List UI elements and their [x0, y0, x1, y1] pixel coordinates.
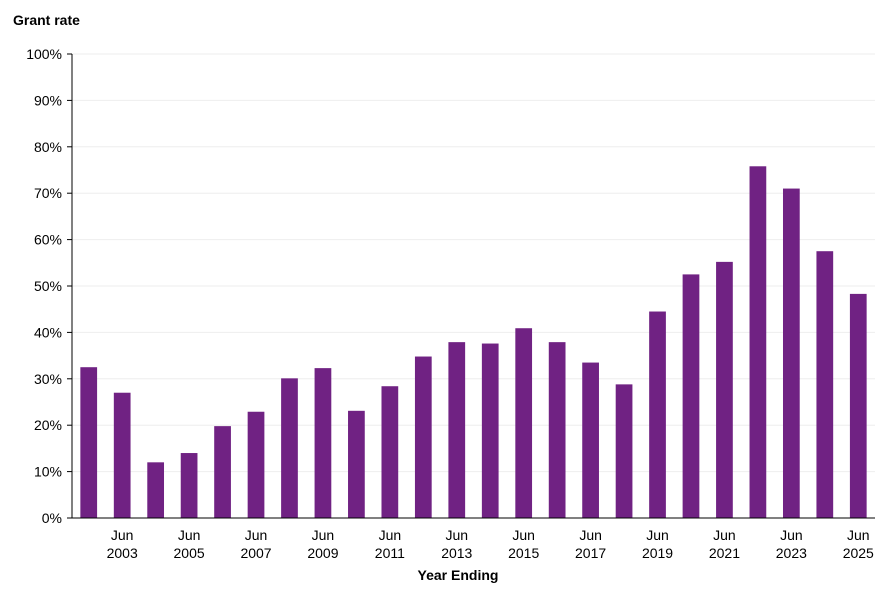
y-tick-label: 20%: [34, 417, 62, 433]
bar: [314, 368, 332, 518]
y-tick-label: 40%: [34, 324, 62, 340]
x-tick-label: 2005: [174, 545, 205, 561]
x-tick-label: 2003: [107, 545, 138, 561]
y-tick-labels: 0% 10% 20% 30% 40% 50% 60% 70% 80% 90% 100%: [26, 46, 62, 526]
x-tick-label: 2023: [776, 545, 807, 561]
y-tick-label: 60%: [34, 232, 62, 248]
bar: [481, 343, 499, 518]
x-axis-title: Year Ending: [418, 567, 499, 583]
x-tick-label: 2007: [240, 545, 271, 561]
x-tick-label: Jun: [646, 527, 669, 543]
bar: [281, 378, 298, 518]
bar: [247, 411, 265, 518]
bar: [615, 384, 633, 518]
bar: [749, 166, 767, 518]
x-tick-label: 2009: [307, 545, 338, 561]
y-axis-title: Grant rate: [13, 12, 80, 28]
x-tick-label: Jun: [847, 527, 870, 543]
bar: [113, 392, 131, 518]
x-tick-label: 2019: [642, 545, 673, 561]
x-tick-label: Jun: [780, 527, 803, 543]
x-tick-label: Jun: [111, 527, 134, 543]
bars: [80, 166, 867, 518]
x-tick-label: Jun: [579, 527, 602, 543]
x-tick-label: Jun: [178, 527, 201, 543]
y-tick-label: 0%: [42, 510, 62, 526]
x-tick-labels: Jun 2003 Jun 2005 Jun 2007 Jun 2009 Jun 2011 Jun 20…: [107, 527, 874, 561]
bar: [816, 251, 834, 518]
y-tick-label: 70%: [34, 185, 62, 201]
x-tick-label: 2013: [441, 545, 472, 561]
bar: [649, 311, 666, 518]
bar: [849, 293, 867, 518]
x-tick-label: Jun: [379, 527, 402, 543]
bar: [782, 188, 800, 518]
x-tick-label: Jun: [445, 527, 468, 543]
bar: [682, 274, 700, 518]
bar: [214, 426, 231, 518]
bar: [80, 367, 98, 518]
x-tick-label: 2025: [843, 545, 874, 561]
bar: [348, 410, 365, 518]
bar: [414, 356, 432, 518]
y-tick-label: 50%: [34, 278, 62, 294]
y-tick-label: 90%: [34, 92, 62, 108]
x-tick-label: Jun: [312, 527, 335, 543]
gridlines: [72, 53, 875, 473]
x-tick-label: 2021: [709, 545, 740, 561]
bar: [716, 261, 733, 518]
bar: [515, 328, 533, 518]
bar: [548, 342, 566, 518]
bar: [582, 362, 599, 518]
bar: [180, 453, 198, 518]
bar: [147, 462, 165, 518]
x-tick-label: 2011: [375, 545, 405, 561]
y-tick-label: 100%: [26, 46, 62, 62]
x-tick-label: Jun: [245, 527, 268, 543]
bar: [448, 342, 466, 518]
bar: [381, 386, 399, 518]
x-tick-label: Jun: [512, 527, 535, 543]
x-tick-label: 2017: [575, 545, 606, 561]
y-tick-label: 10%: [34, 464, 62, 480]
x-tick-label: 2015: [508, 545, 539, 561]
x-tick-label: Jun: [713, 527, 736, 543]
y-tick-label: 80%: [34, 139, 62, 155]
y-tick-label: 30%: [34, 371, 62, 387]
axes: [67, 53, 875, 519]
